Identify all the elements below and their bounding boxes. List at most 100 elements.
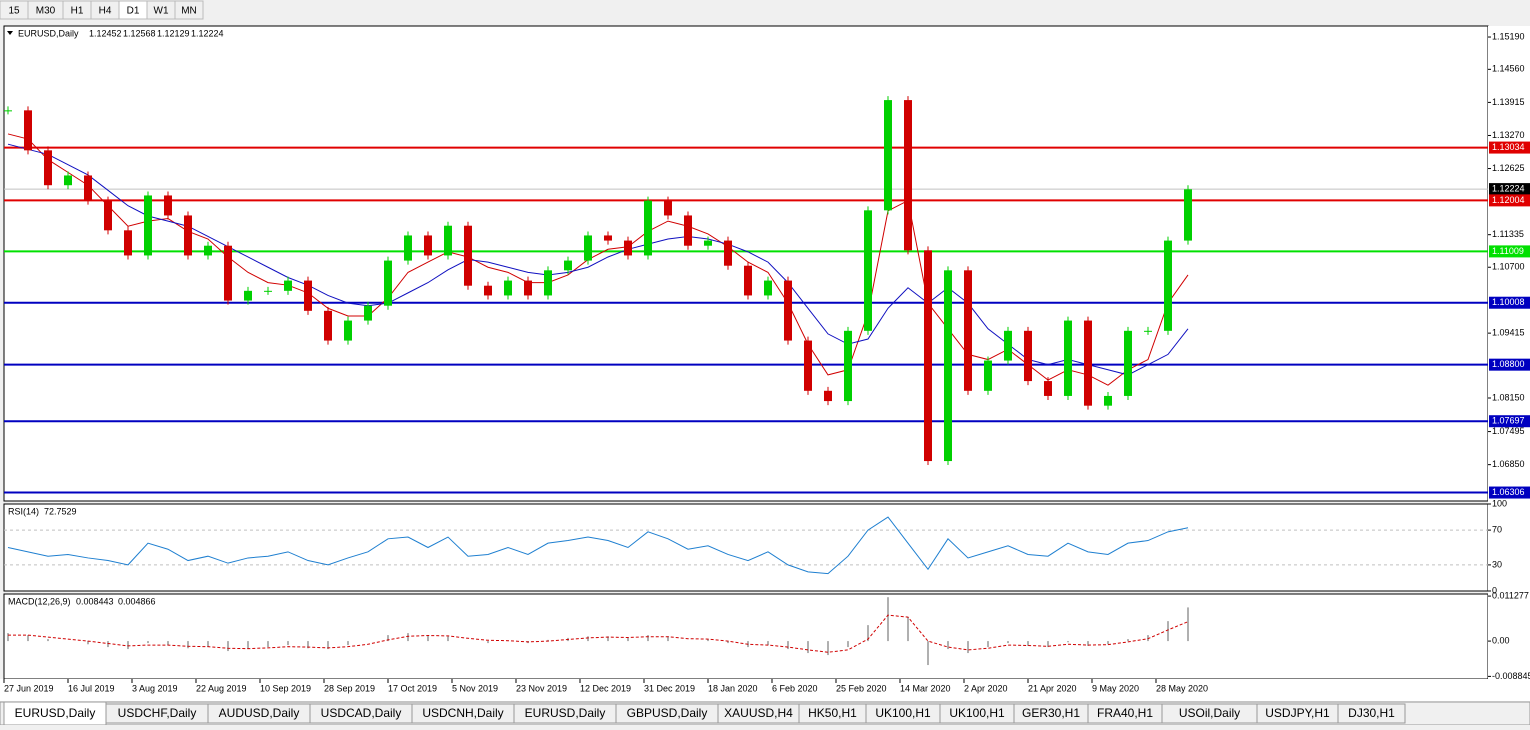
macd-bar bbox=[727, 641, 729, 644]
candle-body bbox=[804, 340, 812, 391]
toolbar bbox=[0, 0, 1530, 22]
candle-body bbox=[964, 270, 972, 391]
timeframe-label[interactable]: D1 bbox=[127, 6, 140, 17]
y-tick-label: -0.008845 bbox=[1492, 671, 1530, 681]
candle-body bbox=[884, 100, 892, 211]
y-tick-label: 30 bbox=[1492, 559, 1502, 569]
x-tick-label: 28 Sep 2019 bbox=[324, 683, 375, 693]
current-price-label: 1.12224 bbox=[1492, 183, 1525, 193]
macd-bar bbox=[867, 625, 869, 642]
level-label: 1.07697 bbox=[1492, 416, 1525, 426]
menu-arrow bbox=[7, 31, 13, 35]
candle-body bbox=[524, 280, 532, 296]
x-tick-label: 2 Apr 2020 bbox=[964, 683, 1008, 693]
timeframe-label[interactable]: M30 bbox=[36, 6, 56, 17]
y-tick-label: 1.15190 bbox=[1492, 31, 1525, 41]
tab-label[interactable]: AUDUSD,Daily bbox=[219, 706, 300, 720]
tab-label[interactable]: USDJPY,H1 bbox=[1265, 706, 1330, 720]
candle-body bbox=[604, 235, 612, 241]
candle-body bbox=[1044, 381, 1052, 396]
tab-label[interactable]: USDCAD,Daily bbox=[321, 706, 402, 720]
candle-body bbox=[124, 230, 132, 256]
macd-bar bbox=[407, 633, 409, 642]
candle-body bbox=[824, 390, 832, 402]
timeframe-button[interactable] bbox=[174, 0, 204, 20]
tab-label[interactable]: UK100,H1 bbox=[875, 706, 931, 720]
macd-bar bbox=[1147, 635, 1149, 642]
tab-label[interactable]: EURUSD,Daily bbox=[15, 706, 96, 720]
macd-bar bbox=[827, 641, 829, 656]
tab-label[interactable]: DJ30,H1 bbox=[1348, 706, 1395, 720]
macd-bar bbox=[1047, 641, 1049, 648]
level-label: 1.13034 bbox=[1492, 142, 1525, 152]
candle-body bbox=[744, 265, 752, 296]
macd-bar bbox=[907, 617, 909, 642]
y-tick-label: 100 bbox=[1492, 498, 1507, 508]
candle-body bbox=[1124, 330, 1132, 396]
level-label: 1.08800 bbox=[1492, 359, 1525, 369]
macd-bar bbox=[647, 635, 649, 642]
y-tick-label: 1.09415 bbox=[1492, 328, 1525, 338]
macd-bar bbox=[327, 641, 329, 650]
candle-body bbox=[1064, 320, 1072, 396]
timeframe-label[interactable]: W1 bbox=[154, 6, 169, 17]
macd-bar bbox=[1107, 641, 1109, 645]
macd-bar bbox=[167, 641, 169, 646]
candle-body bbox=[684, 215, 692, 246]
macd-bar bbox=[127, 641, 129, 650]
candle-body bbox=[404, 235, 412, 261]
tab[interactable] bbox=[1337, 703, 1406, 724]
level-tag bbox=[1489, 358, 1530, 371]
timeframe-label[interactable]: H4 bbox=[99, 6, 112, 17]
candle-body bbox=[164, 195, 172, 216]
tab-label[interactable]: USDCNH,Daily bbox=[422, 706, 503, 720]
macd-bar bbox=[147, 641, 149, 644]
y-tick-label: 0.011277 bbox=[1492, 590, 1529, 600]
rsi-panel bbox=[3, 503, 1489, 592]
x-tick-label: 14 Mar 2020 bbox=[900, 683, 951, 693]
timeframe-label[interactable]: H1 bbox=[71, 6, 84, 17]
macd-bar bbox=[627, 637, 629, 642]
tab-label[interactable]: GER30,H1 bbox=[1022, 706, 1080, 720]
price-axis bbox=[1488, 26, 1530, 679]
macd-bar bbox=[107, 641, 109, 648]
moving-average bbox=[7, 133, 1189, 386]
candle-body bbox=[664, 200, 672, 216]
candle-body bbox=[264, 290, 272, 292]
candle-body bbox=[644, 200, 652, 256]
tab-label[interactable]: UK100,H1 bbox=[949, 706, 1005, 720]
timeframe-label[interactable]: MN bbox=[181, 6, 197, 17]
y-tick-label: 1.10700 bbox=[1492, 262, 1525, 272]
tab-label[interactable]: HK50,H1 bbox=[808, 706, 857, 720]
timeframe-label[interactable]: 15 bbox=[8, 6, 20, 17]
ohlc-value: 1.12224 bbox=[191, 28, 224, 38]
tab-label[interactable]: USOil,Daily bbox=[1179, 706, 1240, 720]
tab-label[interactable]: EURUSD,Daily bbox=[525, 706, 606, 720]
macd-bar bbox=[387, 635, 389, 642]
tab-label[interactable]: USDCHF,Daily bbox=[118, 706, 197, 720]
candle-body bbox=[304, 280, 312, 311]
tab-label[interactable]: GBPUSD,Daily bbox=[627, 706, 708, 720]
level-tag bbox=[1489, 486, 1530, 499]
candle-body bbox=[784, 280, 792, 341]
macd-bar bbox=[347, 641, 349, 646]
tab-label[interactable]: FRA40,H1 bbox=[1097, 706, 1153, 720]
candle-body bbox=[184, 215, 192, 256]
macd-bar bbox=[47, 639, 49, 642]
candle-body bbox=[1164, 240, 1172, 331]
moving-average bbox=[7, 143, 1189, 376]
candle-body bbox=[344, 320, 352, 341]
macd-bar bbox=[227, 641, 229, 652]
y-tick-label: 1.13270 bbox=[1492, 130, 1525, 140]
ohlc-value: 1.12129 bbox=[157, 28, 190, 38]
macd-bar bbox=[487, 641, 489, 644]
macd-bar bbox=[187, 641, 189, 649]
signal-line bbox=[8, 614, 1189, 653]
candle-body bbox=[624, 240, 632, 256]
candle-body bbox=[324, 310, 332, 341]
tab-label[interactable]: XAUUSD,H4 bbox=[724, 706, 793, 720]
time-axis bbox=[0, 679, 1530, 701]
price-tag bbox=[1489, 183, 1530, 196]
candle-body bbox=[544, 270, 552, 296]
